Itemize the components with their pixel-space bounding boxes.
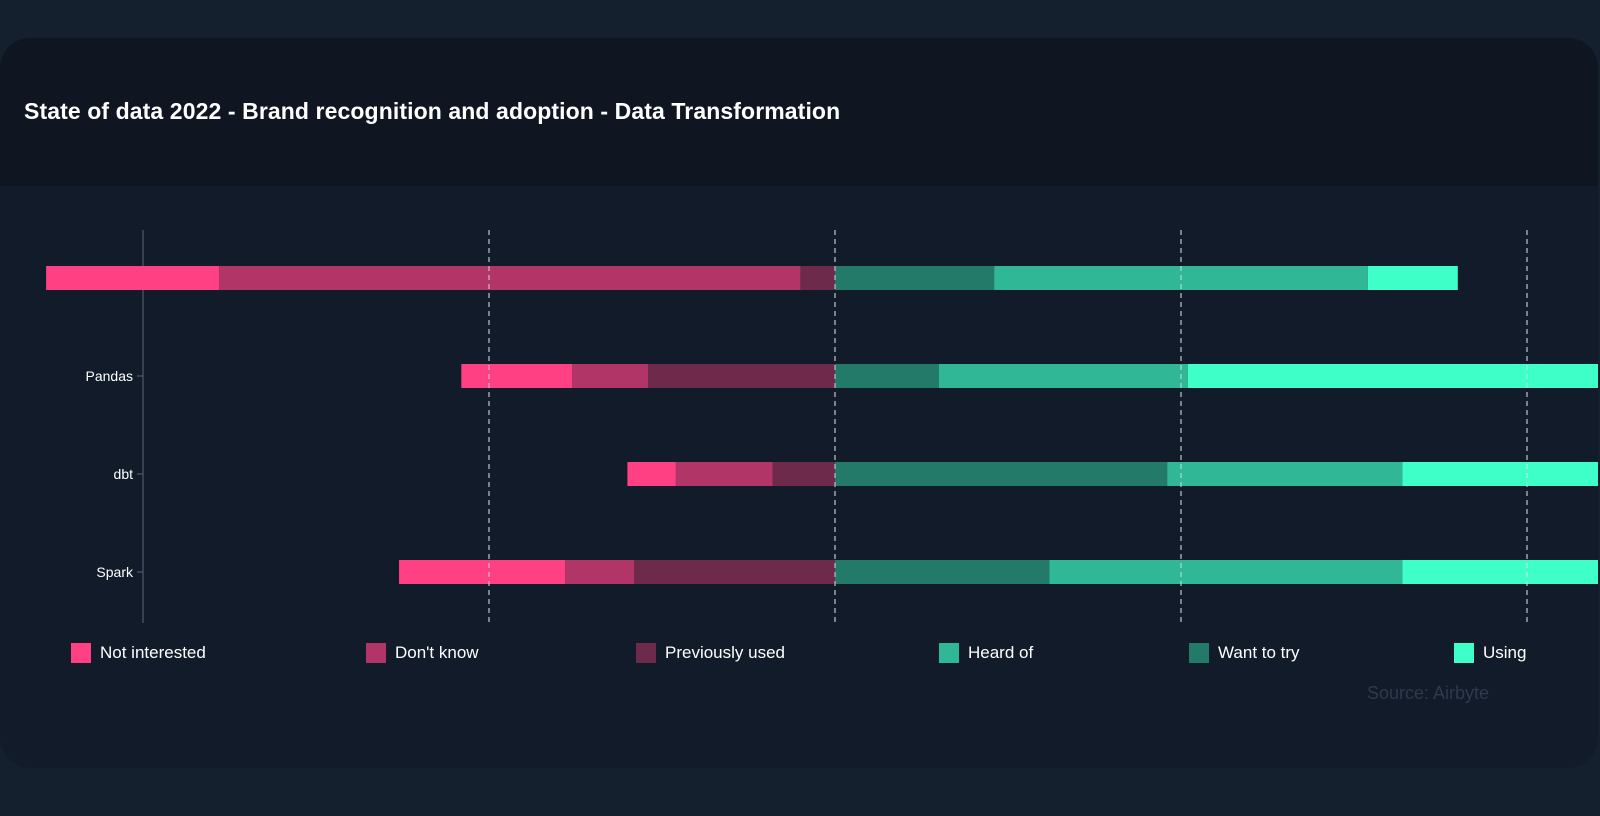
legend-item-heard-of[interactable]: Heard of	[939, 643, 1033, 663]
legend-item-not-interested[interactable]: Not interested	[71, 643, 206, 663]
legend-swatch	[1454, 643, 1474, 663]
bar-segment	[800, 266, 835, 290]
bar-segment	[648, 364, 835, 388]
source-note: Source: Airbyte	[1367, 683, 1490, 703]
legend-item-want-to-try[interactable]: Want to try	[1189, 643, 1300, 663]
legend-label: Using	[1483, 643, 1527, 662]
legend-label: Heard of	[968, 643, 1034, 662]
bar-segment	[461, 364, 573, 388]
legend-swatch	[71, 643, 91, 663]
legend-label: Want to try	[1218, 643, 1300, 662]
bar-segment	[1167, 462, 1403, 486]
bar-segment	[634, 560, 835, 584]
bar-segment	[1402, 462, 1598, 486]
bar-segment	[572, 364, 649, 388]
bar-segment	[46, 266, 220, 290]
legend-label: Not interested	[100, 643, 206, 662]
bar-segment	[1367, 266, 1458, 290]
legend-item-previously-used[interactable]: Previously used	[636, 643, 785, 663]
chart-card: State of data 2022 - Brand recognition a…	[0, 38, 1598, 768]
bar-segment	[565, 560, 635, 584]
chart-title: State of data 2022 - Brand recognition a…	[24, 98, 841, 124]
legend-label: Previously used	[665, 643, 786, 662]
bar-segment	[772, 462, 835, 486]
bar-segment	[627, 462, 676, 486]
bar-segment	[675, 462, 773, 486]
chart-plot: DataformPandasdbtSpark	[46, 230, 1598, 623]
y-tick-label: Spark	[96, 564, 134, 580]
legend-swatch	[636, 643, 656, 663]
card-header: State of data 2022 - Brand recognition a…	[0, 38, 1598, 186]
bar-segment	[938, 364, 1188, 388]
legend-label: Don't know	[395, 643, 479, 662]
bar-segment	[1049, 560, 1403, 584]
y-tick-label: dbt	[114, 466, 134, 482]
bar-segment	[835, 462, 1168, 486]
bar-segment	[1187, 364, 1598, 388]
bar-segment	[835, 364, 939, 388]
bar-segment	[219, 266, 801, 290]
bar-segment	[1402, 560, 1598, 584]
y-tick-label: Pandas	[86, 368, 133, 384]
legend-swatch	[939, 643, 959, 663]
legend-swatch	[1189, 643, 1209, 663]
legend-item-dont-know[interactable]: Don't know	[366, 643, 479, 663]
legend-swatch	[366, 643, 386, 663]
legend-item-using[interactable]: Using	[1454, 643, 1526, 663]
bar-segment	[835, 560, 1050, 584]
bar-segment	[835, 266, 995, 290]
bar-segment	[399, 560, 566, 584]
